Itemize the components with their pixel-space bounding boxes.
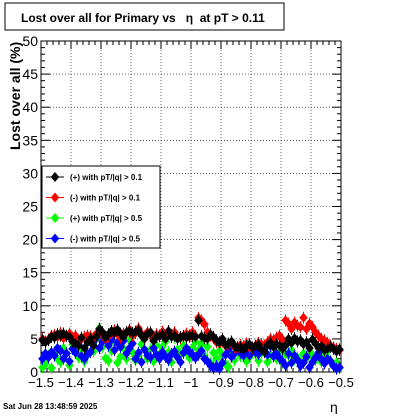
y-tick-label: 40 [22,99,38,115]
y-tick-label: 35 [22,132,38,148]
footer-timestamp: Sat Jun 28 13:48:59 2025 [3,402,98,411]
data-point--with-pt-q-0-5 [134,347,143,358]
x-tick-label: −0.6 [298,375,324,390]
data-point--with-pt-q-0-1 [77,332,86,343]
data-point--with-pt-q-0-5 [203,341,212,352]
data-point--with-pt-q-0-5 [263,357,272,368]
legend-marker [50,172,60,182]
data-point--with-pt-q-0-5 [254,355,263,366]
x-tick-label: −0.8 [238,375,264,390]
data-point--with-pt-q-0-5 [245,350,254,361]
x-tick-label: −1.1 [148,375,174,390]
title-box [4,2,285,31]
x-tick-label: −0.5 [328,375,354,390]
data-point--with-pt-q-0-5 [224,361,233,372]
data-point--with-pt-q-0-1 [200,319,209,330]
legend-label: (-) with pT/|q| > 0.1 [70,194,141,203]
tick-layer: −1.5 −1.4 −1.3 −1.2 −1.1 −1 −0.9 −0.8 −0.7 −0.6 −0… [22,33,353,390]
x-axis-label: η [330,399,338,414]
data-point--with-pt-q-0-5 [71,347,80,358]
data-point--with-pt-q-0-1 [194,315,203,326]
data-point--with-pt-q-0-5 [47,363,56,374]
data-point--with-pt-q-0-1 [260,347,269,358]
data-point--with-pt-q-0-1 [305,343,314,354]
data-point--with-pt-q-0-5 [65,356,74,367]
y-axis-label: Lost over all (%) [7,42,23,150]
y-tick-label: 20 [22,232,38,248]
data-point--with-pt-q-0-5 [110,345,119,356]
data-point--with-pt-q-0-1 [287,323,296,334]
x-tick-label: −1.4 [58,375,84,390]
legend-marker [50,192,60,203]
x-tick-label: −0.9 [208,375,234,390]
y-tick-label: 10 [22,298,38,314]
x-tick-label: −1.5 [28,375,54,390]
data-point--with-pt-q-0-5 [62,348,71,359]
data-point--with-pt-q-0-5 [155,353,164,364]
legend-box [41,165,161,249]
data-point--with-pt-q-0-1 [161,333,170,344]
data-point--with-pt-q-0-5 [197,345,206,356]
data-point--with-pt-q-0-5 [50,350,59,361]
data-point--with-pt-q-0-5 [212,353,221,364]
legend-label: (+) with pT/|q| > 0.5 [70,214,143,223]
data-point--with-pt-q-0-5 [128,338,137,349]
data-point--with-pt-q-0-5 [116,351,125,362]
legend-label: (-) with pT/|q| > 0.5 [70,235,141,244]
data-point--with-pt-q-0-1 [92,331,101,342]
data-point--with-pt-q-0-5 [284,348,293,359]
data-point--with-pt-q-0-1 [296,321,305,332]
x-tick-label: −0.7 [268,375,294,390]
data-point--with-pt-q-0-1 [191,331,200,342]
chart-title: Lost over all for Primary vs η at pT > 0… [21,11,265,25]
x-tick-label: −1 [184,375,199,390]
x-tick-label: −1.3 [88,375,114,390]
data-point--with-pt-q-0-5 [335,362,344,373]
legend-marker [50,233,60,244]
y-tick-label: 45 [22,66,38,82]
data-point--with-pt-q-0-5 [86,347,95,358]
y-tick-label: 50 [22,33,38,49]
data-point--with-pt-q-0-5 [137,357,146,368]
data-point--with-pt-q-0-1 [89,340,98,351]
data-point--with-pt-q-0-5 [104,355,113,366]
legend-marker [50,213,60,223]
data-point--with-pt-q-0-1 [299,312,308,323]
data-point--with-pt-q-0-5 [302,351,311,362]
legend-entries: (+) with pT/|q| > 0.1 (-) with pT/|q| > 0… [46,172,143,244]
y-tick-label: 0 [30,364,38,380]
x-tick-label: −1.2 [118,375,144,390]
legend: (+) with pT/|q| > 0.1 (-) with pT/|q| > 0… [41,165,161,249]
data-point--with-pt-q-0-1 [335,344,344,355]
data-point--with-pt-q-0-5 [176,357,185,368]
data-point--with-pt-q-0-5 [149,343,158,354]
y-tick-label: 15 [22,265,38,281]
y-tick-label: 5 [30,331,38,347]
y-tick-label: 30 [22,165,38,181]
data-point--with-pt-q-0-1 [146,327,155,338]
data-point--with-pt-q-0-5 [218,357,227,368]
marker-layer [38,311,344,375]
grid-layer [41,41,341,372]
y-tick-label: 25 [22,199,38,215]
legend-label: (+) with pT/|q| > 0.1 [70,173,143,182]
